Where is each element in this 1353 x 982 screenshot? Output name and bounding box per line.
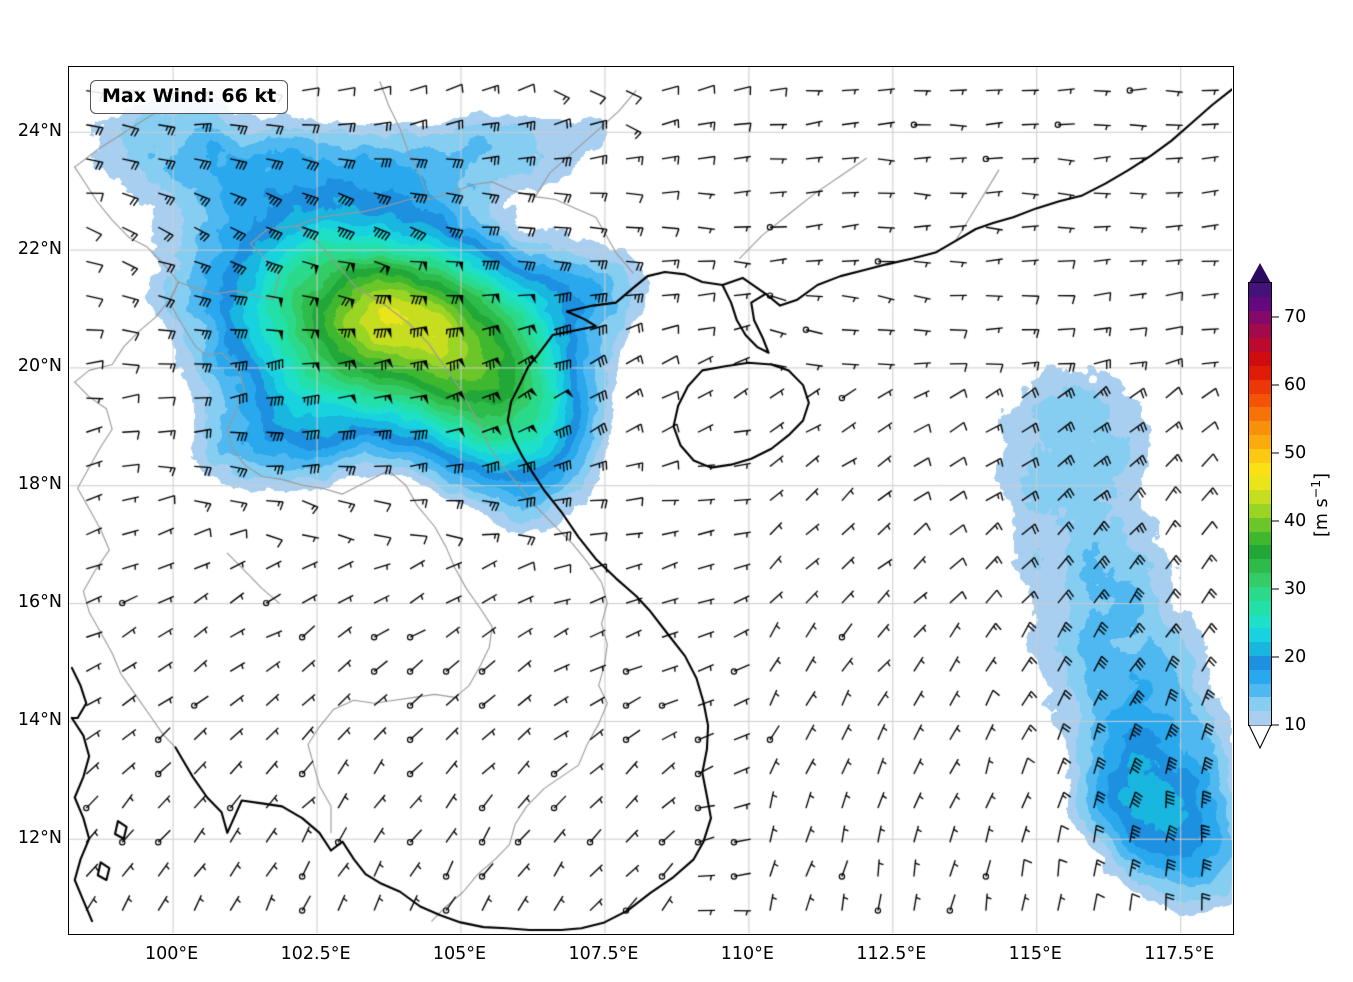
colorbar-tick <box>1271 520 1279 522</box>
colorbar-tick-label: 20 <box>1284 647 1307 667</box>
colorbar-tick <box>1271 656 1279 658</box>
latitude-tick-label: 18°N <box>17 474 62 495</box>
latitude-tick-label: 24°N <box>17 120 62 141</box>
colorbar-segment <box>1249 421 1271 435</box>
colorbar-segment <box>1249 573 1271 587</box>
map-plot-area <box>68 66 1234 935</box>
colorbar-segment <box>1249 642 1271 656</box>
colorbar-segment <box>1249 504 1271 518</box>
colorbar-tick-label: 70 <box>1284 307 1307 327</box>
colorbar-tick <box>1271 384 1279 386</box>
longitude-tick-label: 102.5°E <box>280 944 351 964</box>
longitude-tick-label: 110°E <box>720 944 774 964</box>
colorbar-segment <box>1249 393 1271 408</box>
colorbar-tick-label: 60 <box>1284 375 1307 395</box>
colorbar-segment <box>1249 614 1271 629</box>
colorbar-tick-label: 10 <box>1284 715 1307 735</box>
colorbar-segment <box>1249 628 1271 643</box>
colorbar-segment <box>1249 434 1271 449</box>
colorbar-segment <box>1249 697 1271 712</box>
colorbar-tick <box>1271 588 1279 590</box>
wind-field-canvas <box>69 67 1232 933</box>
colorbar-segment <box>1249 600 1271 615</box>
colorbar-segment <box>1249 283 1271 297</box>
colorbar-segment <box>1249 559 1271 574</box>
colorbar-segment <box>1249 379 1271 394</box>
longitude-tick-label: 112.5°E <box>856 944 927 964</box>
colorbar-gradient <box>1248 282 1272 726</box>
longitude-tick-label: 100°E <box>145 944 199 964</box>
colorbar: 10 20 30 40 50 60 70 <box>1248 263 1306 749</box>
colorbar-segment <box>1249 669 1271 684</box>
colorbar-segment <box>1249 490 1271 504</box>
colorbar-segment <box>1249 531 1271 546</box>
longitude-tick-label: 107.5°E <box>568 944 639 964</box>
latitude-tick-label: 14°N <box>17 709 62 730</box>
colorbar-segment <box>1249 296 1271 311</box>
colorbar-tick-label: 50 <box>1284 443 1307 463</box>
colorbar-segment <box>1249 683 1271 698</box>
colorbar-tick <box>1271 724 1279 726</box>
colorbar-segment <box>1249 310 1271 325</box>
colorbar-segment <box>1249 462 1271 477</box>
colorbar-segment <box>1249 711 1271 725</box>
colorbar-units-label: [m s−1] <box>1308 473 1332 537</box>
longitude-tick-label: 117.5°E <box>1144 944 1215 964</box>
colorbar-tick-label: 30 <box>1284 579 1307 599</box>
latitude-tick-label: 16°N <box>17 592 62 613</box>
colorbar-segment <box>1249 365 1271 380</box>
colorbar-extend-over-arrow <box>1249 263 1271 283</box>
longitude-tick-label: 115°E <box>1008 944 1062 964</box>
colorbar-segment <box>1249 338 1271 353</box>
longitude-tick-label: 105°E <box>432 944 487 964</box>
colorbar-tick-label: 40 <box>1284 511 1307 531</box>
colorbar-segment <box>1249 517 1271 532</box>
latitude-tick-label: 22°N <box>17 238 62 259</box>
colorbar-segment <box>1249 586 1271 601</box>
colorbar-segment <box>1249 448 1271 463</box>
colorbar-segment <box>1249 407 1271 422</box>
colorbar-tick <box>1271 452 1279 454</box>
colorbar-segment <box>1249 545 1271 560</box>
max-wind-annotation: Max Wind: 66 kt <box>90 80 289 114</box>
colorbar-segment <box>1249 476 1271 491</box>
colorbar-under-arrow-outline <box>1248 725 1272 749</box>
colorbar-segment <box>1249 352 1271 366</box>
colorbar-segment <box>1249 324 1271 339</box>
latitude-tick-label: 12°N <box>17 827 62 848</box>
colorbar-segment <box>1249 655 1271 670</box>
colorbar-tick <box>1271 316 1279 318</box>
latitude-tick-label: 20°N <box>17 356 62 377</box>
